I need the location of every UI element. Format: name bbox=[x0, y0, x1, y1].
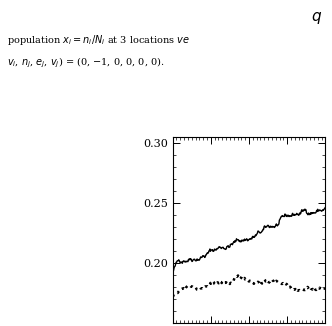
Text: $q$: $q$ bbox=[311, 10, 322, 26]
Text: $v_i$, $n_j$, $e_j$, $v_j$) = (0, $-$1, 0, 0, 0, 0).: $v_i$, $n_j$, $e_j$, $v_j$) = (0, $-$1, … bbox=[7, 55, 164, 70]
Text: population $x_i = n_i/N_i$ at 3 locations $ve$: population $x_i = n_i/N_i$ at 3 location… bbox=[7, 33, 190, 47]
